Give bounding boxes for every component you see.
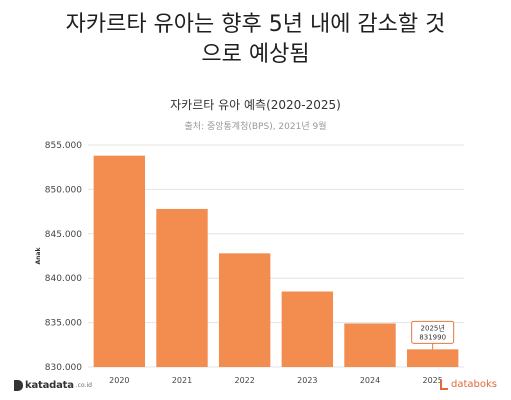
y-tick-label: 830.000 xyxy=(45,363,82,373)
headline: 자카르타 유아는 향후 5년 내에 감소할 것 으로 예상됨 xyxy=(0,10,511,70)
x-tick-label: 2020 xyxy=(109,376,129,385)
katadata-logo: katadata .co.id xyxy=(14,380,92,391)
bar-2020 xyxy=(93,155,146,367)
bar-2021 xyxy=(156,208,208,367)
y-tick-label: 840.000 xyxy=(45,274,82,284)
y-axis-label: Anak xyxy=(35,247,42,265)
annotation-value: 831990 xyxy=(419,333,446,341)
bar-2023 xyxy=(281,291,334,367)
databoks-brand: databoks xyxy=(451,379,497,390)
headline-line-1: 자카르타 유아는 향후 5년 내에 감소할 것 xyxy=(65,12,446,37)
katadata-d-icon xyxy=(14,380,23,391)
x-tick-label: 2024 xyxy=(360,376,380,385)
katadata-suffix: .co.id xyxy=(75,382,92,389)
chart-title: 자카르타 유아 예측(2020-2025) xyxy=(170,98,341,112)
y-tick-label: 855.000 xyxy=(45,141,82,151)
headline-line-2: 으로 예상됨 xyxy=(201,42,310,67)
y-tick-label: 850.000 xyxy=(45,185,82,195)
katadata-brand: katadata xyxy=(25,380,74,391)
databoks-icon xyxy=(440,379,448,390)
x-tick-label: 2023 xyxy=(297,376,317,385)
databoks-logo: databoks xyxy=(440,379,497,390)
bar-2024 xyxy=(344,323,396,367)
y-tick-label: 845.000 xyxy=(45,230,82,240)
x-tick-label: 2025 xyxy=(422,376,442,385)
x-tick-label: 2021 xyxy=(172,376,192,385)
y-tick-label: 835.000 xyxy=(45,319,82,329)
chart-subtitle: 출처: 중앙통계청(BPS), 2021년 9월 xyxy=(184,122,327,132)
annotation-label: 2025년 xyxy=(421,323,445,332)
x-tick-label: 2022 xyxy=(234,376,254,385)
bar-2025 xyxy=(406,349,459,367)
bar-2022 xyxy=(218,253,271,367)
